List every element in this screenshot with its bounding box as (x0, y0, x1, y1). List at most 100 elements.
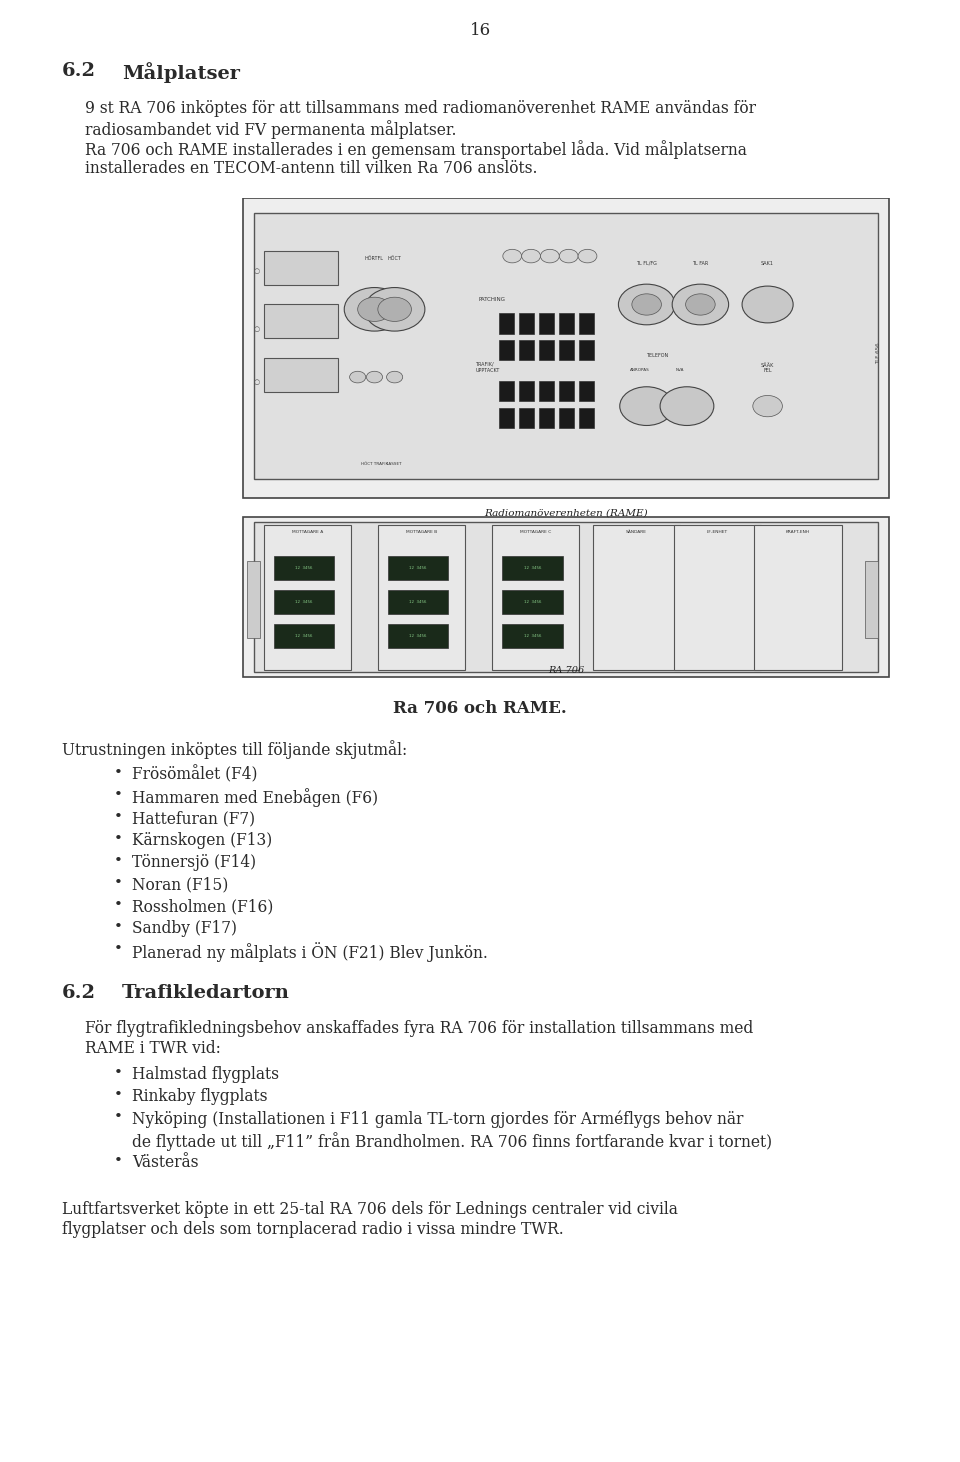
Text: Halmstad flygplats: Halmstad flygplats (132, 1066, 279, 1083)
Text: Ra 706 och RAME installerades i en gemensam transportabel låda. Vid målplatserna: Ra 706 och RAME installerades i en gemen… (85, 140, 747, 159)
Circle shape (503, 250, 521, 263)
Circle shape (349, 371, 366, 383)
Text: ○: ○ (253, 268, 260, 273)
Bar (274, 556, 334, 580)
Text: •: • (113, 876, 123, 890)
Text: Sandby (F17): Sandby (F17) (132, 920, 237, 937)
Circle shape (632, 294, 661, 316)
Text: Ra 706 och RAME.: Ra 706 och RAME. (394, 700, 566, 716)
Circle shape (378, 297, 412, 322)
Circle shape (672, 284, 729, 325)
Text: Rossholmen (F16): Rossholmen (F16) (132, 898, 274, 915)
Text: LASSET: LASSET (387, 462, 402, 466)
Bar (388, 556, 448, 580)
Bar (580, 408, 594, 428)
Text: Hammaren med Enebågen (F6): Hammaren med Enebågen (F6) (132, 788, 378, 807)
Bar (499, 313, 514, 333)
Text: TL FL/FG: TL FL/FG (636, 260, 657, 266)
Text: 12 3456: 12 3456 (523, 599, 541, 604)
Text: 12 3456: 12 3456 (295, 599, 313, 604)
Circle shape (753, 396, 782, 417)
Text: För flygtrafikledningsbehov anskaffades fyra RA 706 för installation tillsammans: För flygtrafikledningsbehov anskaffades … (85, 1020, 754, 1037)
Bar (264, 525, 351, 670)
Text: 12 3456: 12 3456 (523, 635, 541, 637)
Text: •: • (113, 766, 123, 781)
Circle shape (620, 387, 674, 425)
Circle shape (387, 371, 402, 383)
Text: Kärnskogen (F13): Kärnskogen (F13) (132, 832, 273, 849)
Text: •: • (113, 1154, 123, 1168)
Text: TL FAR: TL FAR (692, 260, 708, 266)
Text: HÖCT: HÖCT (388, 256, 401, 260)
Text: Rinkaby flygplats: Rinkaby flygplats (132, 1088, 268, 1105)
Text: Hattefuran (F7): Hattefuran (F7) (132, 810, 255, 827)
Text: NVA: NVA (676, 368, 684, 373)
Bar (580, 339, 594, 360)
Bar (253, 212, 878, 478)
Bar (674, 525, 761, 670)
Text: MOTTAGARE C: MOTTAGARE C (520, 529, 551, 534)
Text: KRAFT-ENH: KRAFT-ENH (786, 529, 810, 534)
Text: Radiomanöverenheten (RAME): Radiomanöverenheten (RAME) (484, 509, 648, 518)
Text: ANROPAS: ANROPAS (630, 368, 650, 373)
Text: RA 706: RA 706 (548, 665, 584, 675)
Bar (264, 358, 338, 392)
Bar (502, 624, 563, 648)
Bar (499, 408, 514, 428)
Text: 12 3456: 12 3456 (295, 635, 313, 637)
Text: 12 3456: 12 3456 (523, 566, 541, 570)
Circle shape (660, 387, 714, 425)
Text: 9 st RA 706 inköptes för att tillsammans med radiomanöverenhet RAME användas för: 9 st RA 706 inköptes för att tillsammans… (85, 99, 756, 117)
Bar (519, 313, 534, 333)
Text: 12 3456: 12 3456 (409, 599, 427, 604)
Circle shape (365, 288, 425, 330)
Circle shape (367, 371, 382, 383)
Bar (519, 382, 534, 401)
Bar (499, 382, 514, 401)
Bar (560, 408, 574, 428)
Text: 12 3456: 12 3456 (409, 566, 427, 570)
Text: TELEFON: TELEFON (645, 352, 668, 358)
Bar (502, 591, 563, 614)
Text: installerades en TECOM-antenn till vilken Ra 706 anslöts.: installerades en TECOM-antenn till vilke… (85, 159, 538, 177)
Text: de flyttade ut till „F11” från Brandholmen. RA 706 finns fortfarande kvar i torn: de flyttade ut till „F11” från Brandholm… (132, 1132, 772, 1151)
Bar (502, 556, 563, 580)
Text: •: • (113, 810, 123, 825)
Text: Luftfartsverket köpte in ett 25-tal RA 706 dels för Lednings centraler vid civil: Luftfartsverket köpte in ett 25-tal RA 7… (62, 1200, 678, 1218)
Bar (244, 518, 889, 677)
Bar (388, 624, 448, 648)
Bar (865, 561, 878, 639)
Bar (492, 525, 580, 670)
Text: MOTTAGARE A: MOTTAGARE A (292, 529, 323, 534)
Text: flygplatser och dels som tornplacerad radio i vissa mindre TWR.: flygplatser och dels som tornplacerad ra… (62, 1221, 564, 1238)
Bar (378, 525, 466, 670)
Bar (253, 522, 878, 673)
Bar (580, 382, 594, 401)
Text: •: • (113, 1110, 123, 1124)
Bar (560, 313, 574, 333)
Bar (560, 339, 574, 360)
Text: radiosambandet vid FV permanenta målplatser.: radiosambandet vid FV permanenta målplat… (85, 120, 457, 139)
Text: Utrustningen inköptes till följande skjutmål:: Utrustningen inköptes till följande skju… (62, 740, 407, 759)
Text: Västerås: Västerås (132, 1154, 199, 1171)
Text: 6.2: 6.2 (62, 984, 96, 1001)
Bar (499, 339, 514, 360)
Text: TRAFIK/
UPPTACKT: TRAFIK/ UPPTACKT (475, 363, 499, 373)
Text: Frösömålet (F4): Frösömålet (F4) (132, 766, 257, 784)
Bar (560, 382, 574, 401)
Bar (580, 313, 594, 333)
Circle shape (618, 284, 675, 325)
Text: RAME i TWR vid:: RAME i TWR vid: (85, 1039, 221, 1057)
Text: •: • (113, 942, 123, 956)
Text: •: • (113, 832, 123, 846)
Circle shape (560, 250, 578, 263)
Bar (540, 313, 554, 333)
Text: Målplatser: Målplatser (122, 61, 240, 83)
Text: Nyköping (Installationen i F11 gamla TL-torn gjordes för Arméflygs behov när: Nyköping (Installationen i F11 gamla TL-… (132, 1110, 743, 1127)
Text: TLF 656: TLF 656 (876, 342, 881, 364)
Bar (244, 197, 889, 499)
Circle shape (578, 250, 597, 263)
Text: •: • (113, 898, 123, 912)
Bar (264, 251, 338, 285)
Text: SÄÄK
FEL: SÄÄK FEL (761, 363, 775, 373)
